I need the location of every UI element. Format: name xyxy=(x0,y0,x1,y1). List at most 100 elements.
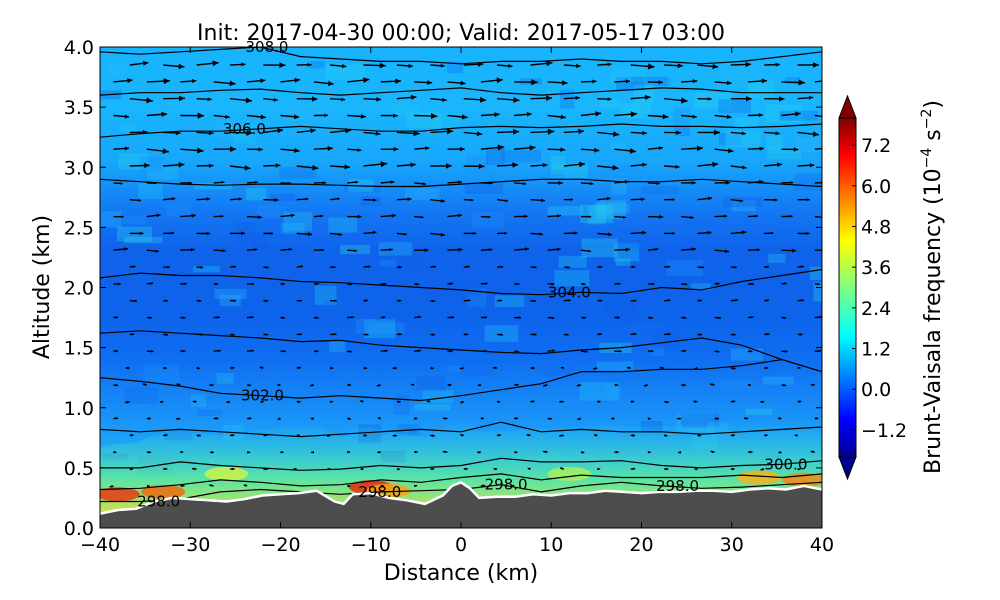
x-tick-label: −20 xyxy=(260,534,300,556)
wind-arrow xyxy=(497,199,509,203)
wind-arrow xyxy=(113,316,119,319)
wind-arrow xyxy=(113,114,130,119)
wind-arrow xyxy=(296,434,300,437)
wind-arrow xyxy=(396,197,412,202)
field-patch xyxy=(197,409,223,416)
wind-arrow xyxy=(630,230,647,235)
field-patch xyxy=(138,181,163,199)
colorbar-label-end: ) xyxy=(921,100,946,109)
wind-arrow xyxy=(797,333,803,336)
wind-arrow xyxy=(576,383,582,387)
wind-arrow xyxy=(280,148,300,153)
wind-arrow xyxy=(781,79,806,86)
wind-arrow xyxy=(447,146,465,152)
wind-arrow xyxy=(296,400,301,404)
wind-arrow xyxy=(614,79,631,84)
wind-arrow xyxy=(129,467,133,471)
wind-arrow xyxy=(414,282,420,286)
wind-arrow xyxy=(247,383,252,387)
wind-arrow xyxy=(630,434,636,437)
wind-arrow xyxy=(296,164,319,171)
wind-arrow xyxy=(280,213,295,218)
wind-arrow xyxy=(311,450,314,454)
wind-arrow xyxy=(125,400,130,404)
wind-arrow xyxy=(580,79,597,84)
wind-arrow xyxy=(543,384,548,387)
wind-arrow xyxy=(492,366,498,370)
wind-arrow xyxy=(129,60,149,66)
wind-arrow xyxy=(113,78,133,84)
wind-arrow xyxy=(547,147,566,152)
field-patch xyxy=(270,194,296,202)
wind-arrow xyxy=(163,467,168,471)
field-patch xyxy=(673,107,691,126)
wind-arrow xyxy=(296,366,302,370)
wind-arrow xyxy=(396,400,401,404)
field-patch xyxy=(550,163,588,178)
wind-arrow xyxy=(681,349,687,353)
colorbar-tick-label: 0.0 xyxy=(861,379,891,401)
wind-arrow xyxy=(560,366,565,370)
wind-arrow xyxy=(129,162,150,169)
field-patch xyxy=(765,104,803,124)
wind-arrow xyxy=(180,213,196,218)
wind-arrow xyxy=(664,231,675,235)
wind-arrow xyxy=(559,467,565,470)
wind-arrow xyxy=(530,299,537,303)
wind-arrow xyxy=(714,148,734,154)
wind-arrow xyxy=(396,232,407,236)
wind-arrow xyxy=(463,231,477,235)
field-patch xyxy=(190,394,207,408)
high-stability-patch xyxy=(100,487,140,502)
wind-arrow xyxy=(480,484,486,487)
field-patch xyxy=(611,142,626,150)
wind-arrow xyxy=(163,433,168,437)
wind-arrow xyxy=(714,282,720,285)
wind-arrow xyxy=(146,111,168,117)
wind-arrow xyxy=(547,316,555,320)
colorbar: −1.2 0.0 1.2 2.4 3.6 4.8 6.0 7.2 xyxy=(838,94,907,481)
wind-arrow xyxy=(530,265,537,269)
wind-arrow xyxy=(714,316,722,320)
wind-arrow xyxy=(730,61,752,68)
field-patch xyxy=(147,167,178,180)
field-patch xyxy=(414,404,451,411)
wind-arrow xyxy=(380,349,388,353)
wind-arrow xyxy=(263,62,286,68)
wind-arrow xyxy=(229,165,251,171)
wind-arrow xyxy=(459,367,464,370)
wind-arrow xyxy=(514,112,532,117)
field-patch xyxy=(447,61,463,74)
wind-arrow xyxy=(678,451,682,454)
field-patch xyxy=(768,254,786,263)
wind-arrow xyxy=(580,451,585,454)
wind-arrow xyxy=(530,232,543,236)
wind-arrow xyxy=(730,131,746,136)
wind-arrow xyxy=(664,63,683,69)
wind-arrow xyxy=(414,215,424,219)
wind-arrow xyxy=(347,383,351,387)
wind-arrow xyxy=(163,231,175,235)
field-patch xyxy=(718,99,751,113)
field-patch xyxy=(484,325,519,342)
wind-arrow xyxy=(414,146,430,151)
field-patch xyxy=(609,66,646,83)
wind-arrow xyxy=(313,113,329,118)
wind-arrow xyxy=(380,316,386,319)
wind-arrow xyxy=(163,95,186,102)
wind-arrow xyxy=(664,299,671,302)
wind-arrow xyxy=(229,434,235,437)
field-patch xyxy=(259,347,278,365)
wind-arrow xyxy=(563,299,571,302)
wind-arrow xyxy=(614,383,619,387)
wind-arrow xyxy=(814,417,819,420)
field-patch xyxy=(674,127,690,137)
wind-arrow xyxy=(714,417,719,420)
contour-label: 298.0 xyxy=(358,483,401,501)
wind-arrow xyxy=(146,78,171,85)
wind-arrow xyxy=(664,400,669,404)
wind-arrow xyxy=(480,215,491,219)
wind-arrow xyxy=(414,484,418,488)
field-patch xyxy=(378,242,413,256)
